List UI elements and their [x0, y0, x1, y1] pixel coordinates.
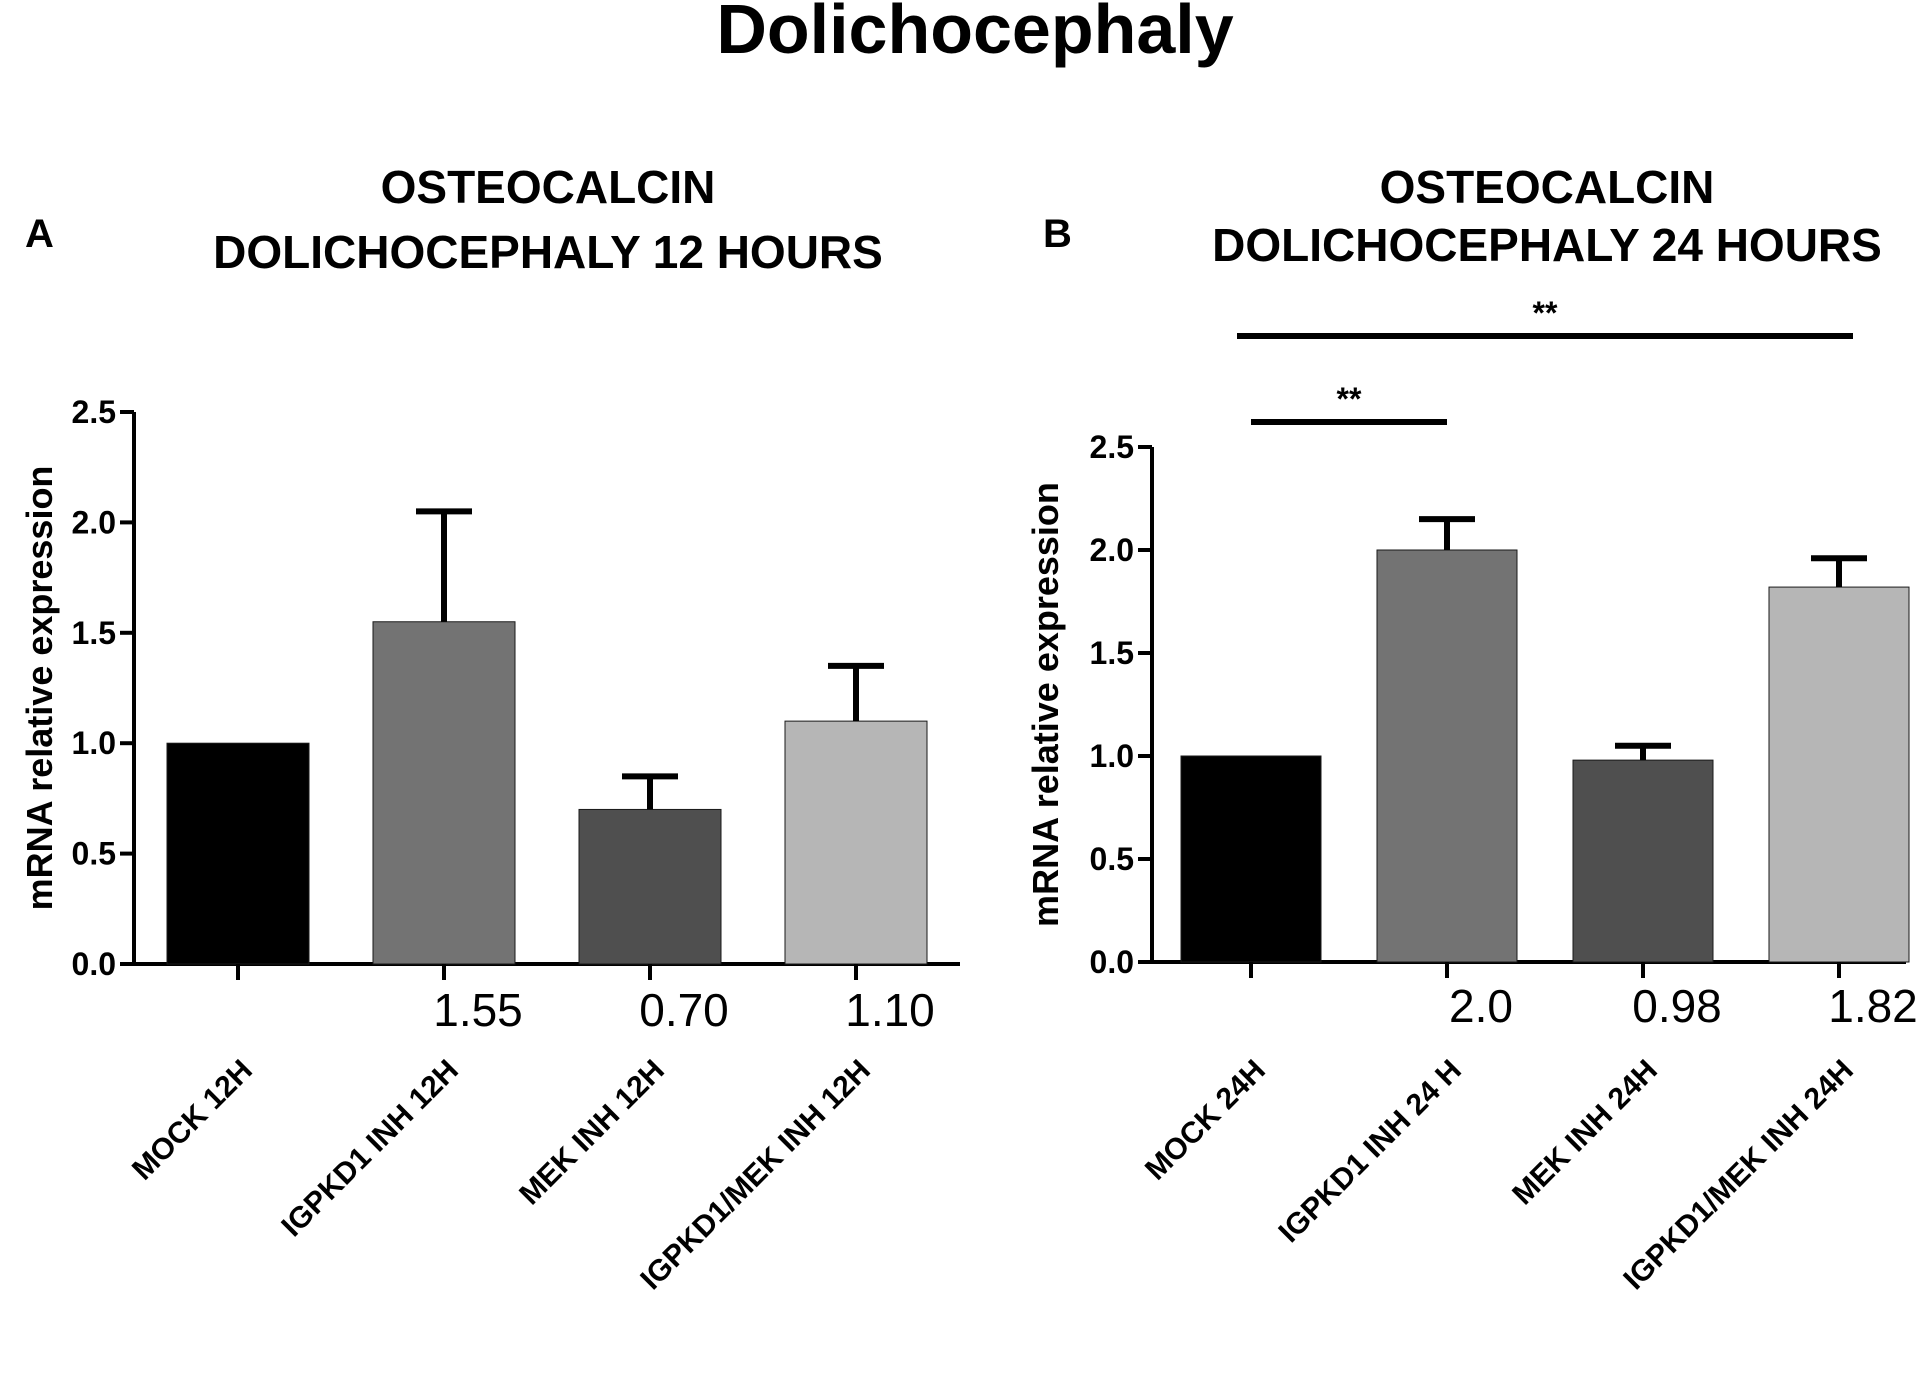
- data-label: 2.0: [1449, 980, 1513, 1032]
- x-category-label: IGPKD1 INH 24 H: [1273, 1054, 1468, 1249]
- figure-title: Dolichocephaly: [716, 0, 1233, 68]
- chart-title-line-2: DOLICHOCEPHALY 24 HOURS: [1212, 219, 1882, 271]
- y-tick-label: 0.0: [72, 946, 116, 982]
- y-tick-label: 1.5: [1090, 635, 1134, 671]
- data-label: 1.10: [845, 984, 935, 1036]
- chart-title-line-1: OSTEOCALCIN: [1380, 161, 1715, 213]
- data-label: 0.98: [1632, 980, 1722, 1032]
- bar: [1180, 755, 1322, 963]
- panel-a-chart: A OSTEOCALCIN DOLICHOCEPHALY 12 HOURS mRNA …: [19, 161, 960, 1296]
- x-category-label: MOCK 12H: [126, 1054, 259, 1187]
- x-category-label: IGPKD1/MEK INH 24H: [1617, 1054, 1860, 1297]
- chart-title-line-1: OSTEOCALCIN: [381, 161, 716, 213]
- y-tick-label: 2.0: [72, 504, 116, 540]
- significance-label: **: [1337, 381, 1362, 417]
- bar: [1572, 759, 1714, 963]
- y-tick-label: 0.5: [1090, 841, 1134, 877]
- y-tick-label: 1.5: [72, 615, 116, 651]
- x-category-label: IGPKD1 INH 12H: [275, 1054, 465, 1244]
- y-axis-label: mRNA relative expression: [19, 466, 60, 911]
- y-tick-label: 0.5: [72, 836, 116, 872]
- y-tick-label: 1.0: [72, 725, 116, 761]
- panel-letter: A: [25, 212, 54, 256]
- data-label: 0.70: [639, 984, 729, 1036]
- x-category-label: IGPKD1/MEK INH 12H: [634, 1054, 877, 1297]
- bar: [784, 720, 928, 965]
- y-tick-label: 2.5: [72, 394, 116, 430]
- bar: [1376, 549, 1518, 963]
- y-tick-label: 1.0: [1090, 738, 1134, 774]
- y-tick-label: 2.0: [1090, 532, 1134, 568]
- y-tick-label: 2.5: [1090, 429, 1134, 465]
- chart-title-line-2: DOLICHOCEPHALY 12 HOURS: [213, 226, 883, 278]
- y-tick-label: 0.0: [1090, 944, 1134, 980]
- data-label: 1.82: [1828, 980, 1918, 1032]
- panel-letter: B: [1043, 212, 1072, 256]
- y-axis-label: mRNA relative expression: [1025, 482, 1066, 927]
- x-category-label: MOCK 24H: [1139, 1054, 1272, 1187]
- x-category-label: MEK INH 24H: [1506, 1054, 1664, 1212]
- data-label: 1.55: [433, 984, 523, 1036]
- significance-label: **: [1533, 295, 1558, 331]
- panel-b-chart: B OSTEOCALCIN DOLICHOCEPHALY 24 HOURS mRNA …: [1025, 161, 1918, 1296]
- bar: [1768, 586, 1910, 963]
- x-category-label: MEK INH 12H: [513, 1054, 671, 1212]
- bar: [578, 808, 722, 965]
- bar: [166, 742, 310, 965]
- bar: [372, 621, 516, 965]
